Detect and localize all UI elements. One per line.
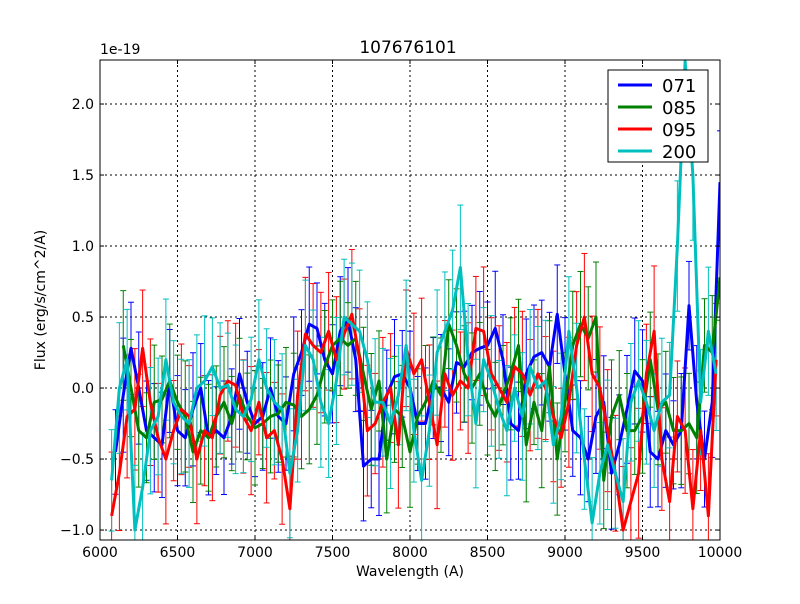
legend-label-095: 095 xyxy=(662,120,696,141)
ticks: 6000 6500 7000 7500 8000 8500 9000 9500 10000 −1.… xyxy=(60,60,742,561)
y-offset-label: 1e-19 xyxy=(100,42,140,58)
y-axis-label: Flux (erg/s/cm^2/A) xyxy=(33,230,49,370)
series-line-071 xyxy=(114,182,720,475)
chart-title: 107676101 xyxy=(359,38,456,58)
x-tick-label: 8500 xyxy=(470,545,506,561)
y-tick-label: −1.0 xyxy=(60,523,94,539)
x-tick-label: 7000 xyxy=(237,545,273,561)
legend-label-200: 200 xyxy=(662,142,696,163)
plot-area xyxy=(108,60,720,540)
legend-label-071: 071 xyxy=(662,76,696,97)
x-tick-label: 10000 xyxy=(698,545,743,561)
y-tick-label: 1.5 xyxy=(72,168,94,184)
legend-label-085: 085 xyxy=(662,98,696,119)
y-tick-label: 0.0 xyxy=(72,381,94,397)
x-tick-label: 7500 xyxy=(315,545,351,561)
x-tick-label: 9000 xyxy=(547,545,583,561)
x-tick-label: 6000 xyxy=(82,545,118,561)
x-tick-label: 8000 xyxy=(392,545,428,561)
y-tick-label: 2.0 xyxy=(72,97,94,113)
x-axis-label: Wavelength (A) xyxy=(356,564,464,580)
y-tick-label: 0.5 xyxy=(72,310,94,326)
series-line-200 xyxy=(110,60,718,532)
x-tick-label: 6500 xyxy=(160,545,196,561)
series-line-085 xyxy=(121,277,720,482)
y-tick-label: 1.0 xyxy=(72,239,94,255)
x-tick-label: 9500 xyxy=(625,545,661,561)
y-tick-label: −0.5 xyxy=(60,452,94,468)
